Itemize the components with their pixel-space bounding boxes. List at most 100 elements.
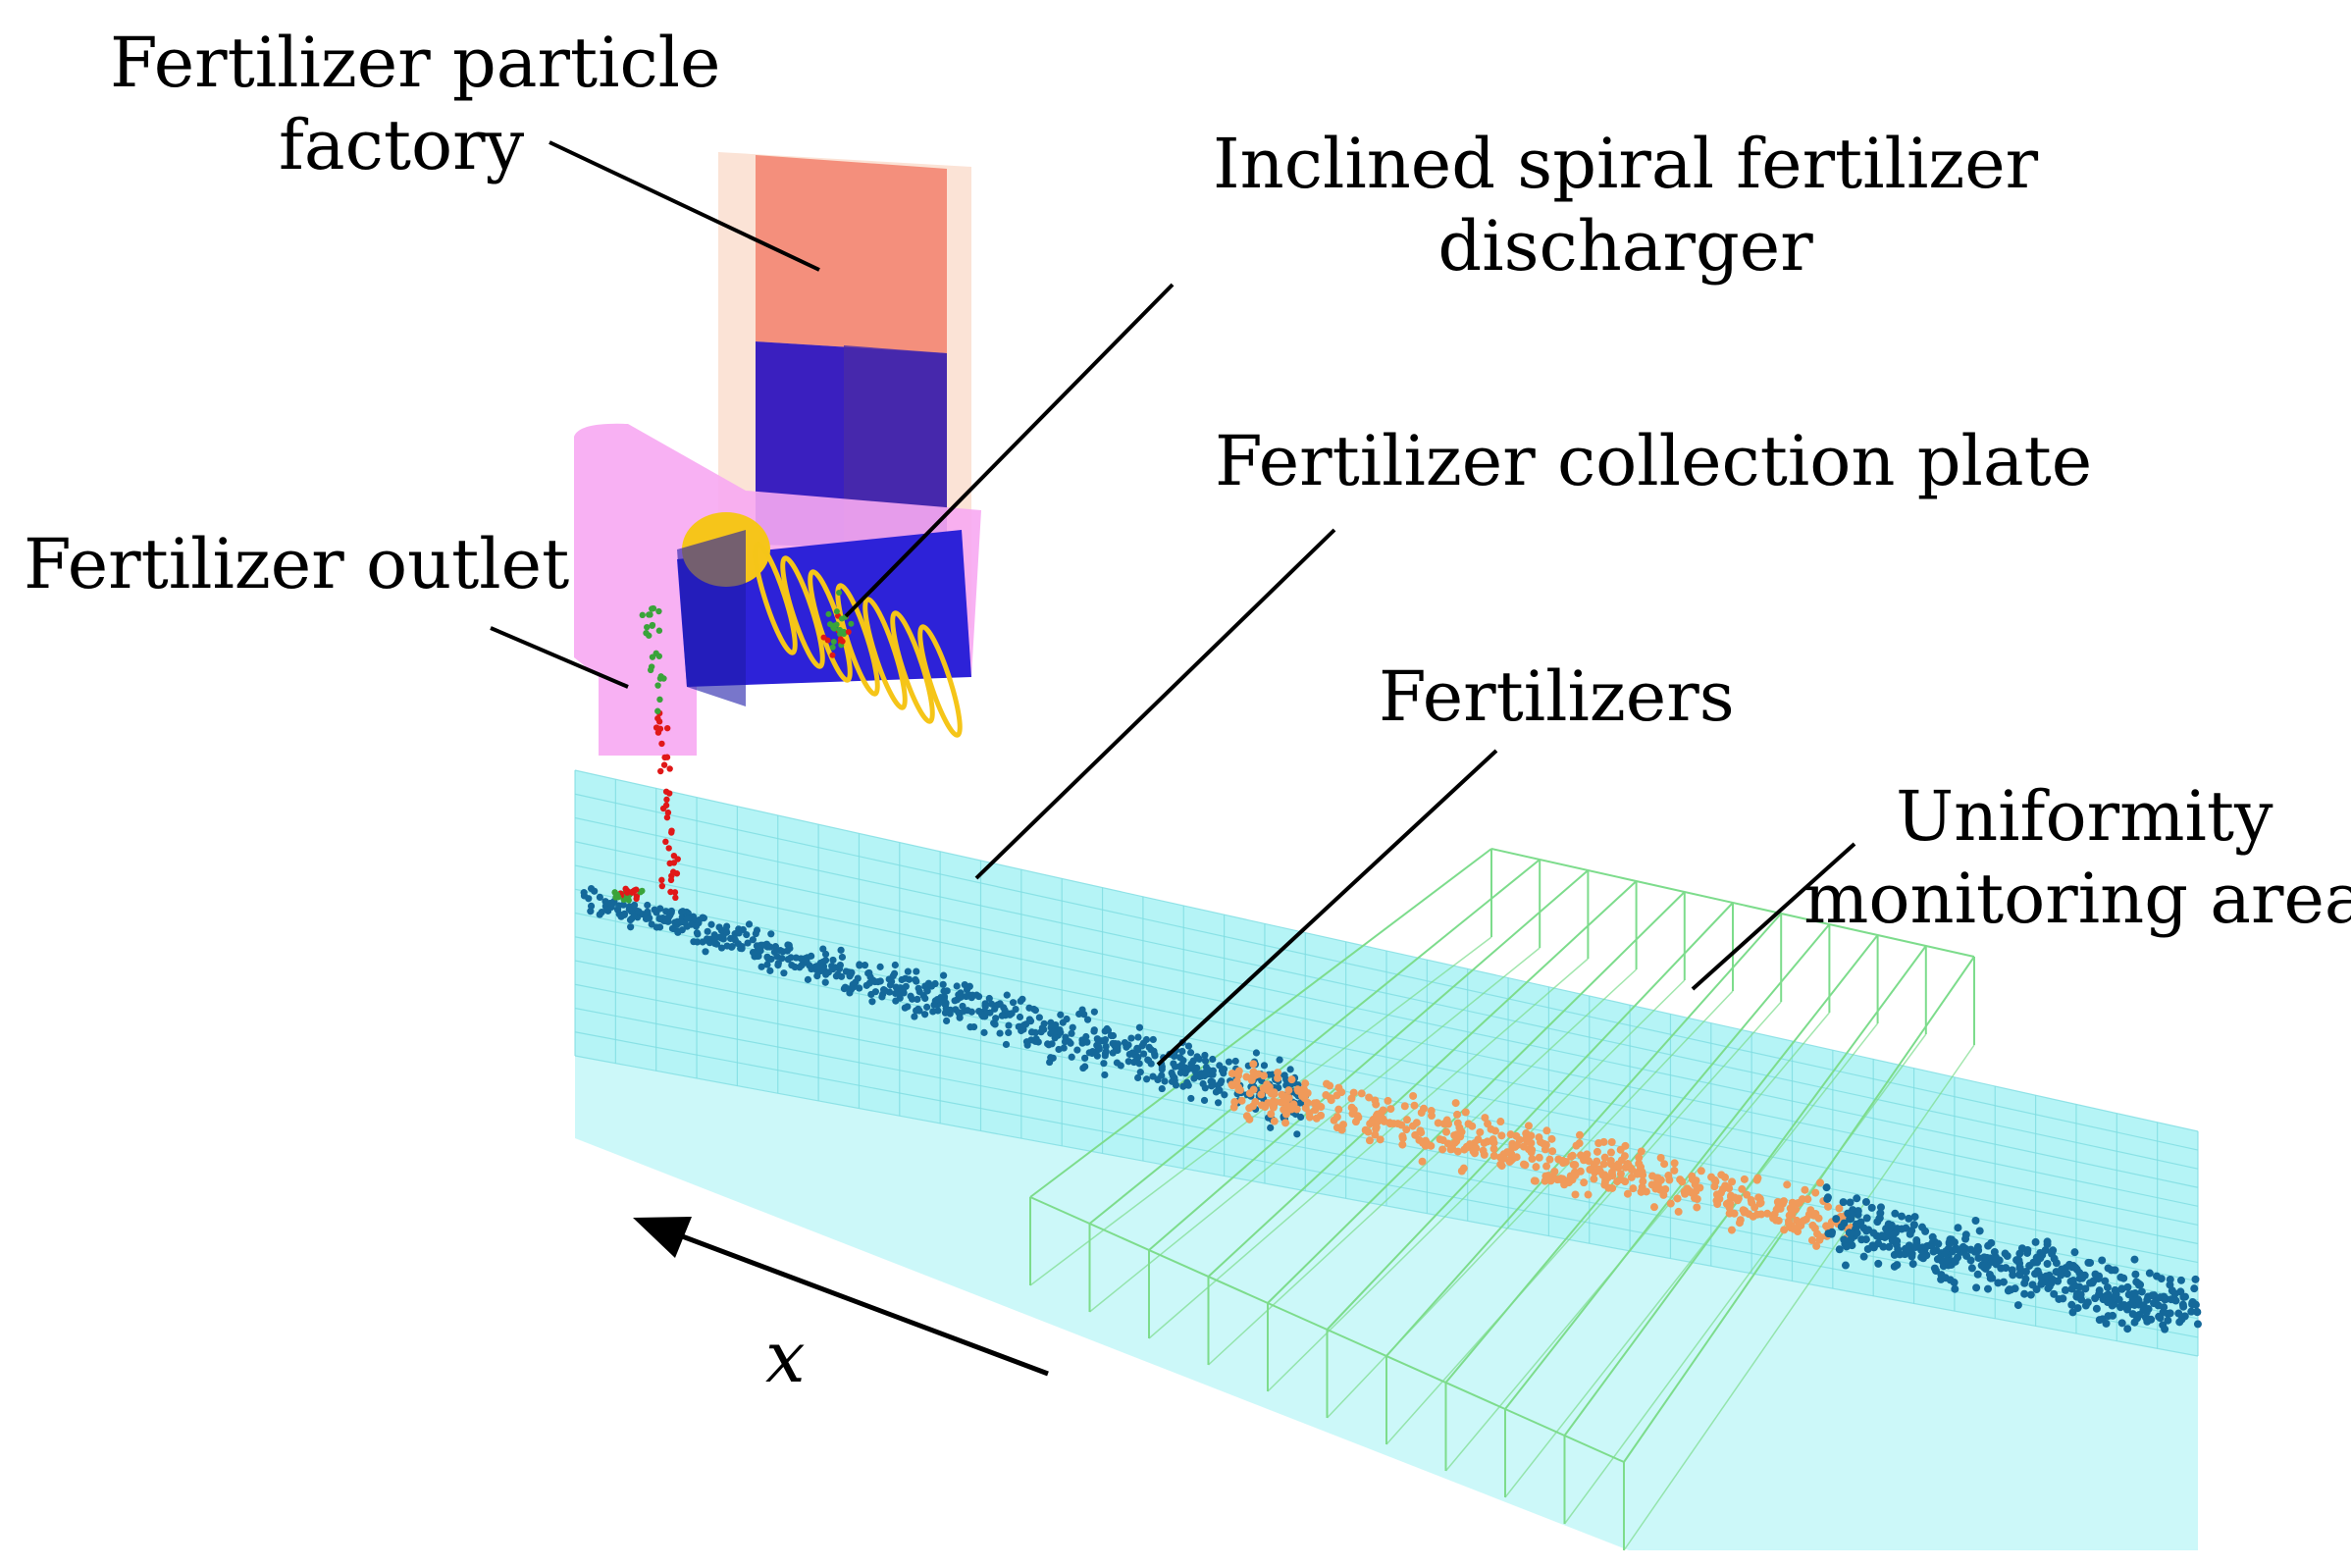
fertilizer-particle-orange — [1339, 1121, 1348, 1129]
fertilizer-particle-blue — [1853, 1228, 1861, 1237]
fertilizer-particle-orange — [1812, 1241, 1821, 1250]
fertilizer-particle-blue — [1005, 1028, 1013, 1037]
fertilizer-particle-blue — [923, 1003, 931, 1011]
fertilizer-particle-blue — [783, 947, 792, 955]
fertilizer-particle-blue — [1951, 1284, 1959, 1293]
x-direction-arrow — [633, 1217, 1049, 1377]
fertilizer-particle-orange — [1490, 1126, 1499, 1135]
leader-monitoring-area — [1691, 842, 1856, 991]
fertilizer-particle-blue — [892, 997, 900, 1005]
fertilizer-particle-blue — [642, 915, 651, 923]
grid-line — [574, 816, 2199, 1170]
fertilizer-particle-blue — [1276, 1056, 1283, 1064]
fertilizer-particle-orange — [1799, 1217, 1807, 1226]
fertilizer-particle-blue — [585, 895, 593, 903]
fertilizer-particle-orange — [1628, 1166, 1637, 1175]
fertilizer-particle-blue — [1861, 1197, 1870, 1206]
fertilizer-particle-blue — [655, 915, 663, 922]
fertilizer-particle-orange — [1535, 1153, 1543, 1162]
fertilizer-particle-blue — [798, 962, 806, 969]
screw-particle — [824, 637, 831, 644]
fertilizer-particle-blue — [1857, 1235, 1866, 1244]
fertilizer-particle-blue — [1852, 1220, 1860, 1228]
fertilizer-particle-blue — [1822, 1183, 1831, 1192]
fertilizer-particle-blue — [1906, 1229, 1914, 1238]
fertilizer-particle-blue — [892, 983, 900, 991]
falling-particle — [646, 632, 653, 639]
fertilizer-particle-orange — [1385, 1120, 1394, 1128]
fertilizer-particle-orange — [1317, 1111, 1326, 1120]
falling-particle — [668, 829, 675, 836]
fertilizer-particle-orange — [1756, 1198, 1765, 1207]
fertilizer-particle-orange — [1600, 1180, 1609, 1189]
fertilizer-particle-blue — [1832, 1215, 1841, 1224]
fertilizer-particle-orange — [1280, 1105, 1288, 1114]
fertilizer-particle-orange — [1660, 1160, 1669, 1169]
fertilizer-particle-blue — [2190, 1284, 2199, 1293]
fertilizer-particle-blue — [1069, 1023, 1076, 1031]
fertilizer-particle-blue — [939, 980, 947, 988]
fertilizer-particle-blue — [1124, 1058, 1132, 1066]
fertilizer-particle-blue — [923, 987, 931, 995]
fertilizer-particle-orange — [1784, 1217, 1793, 1226]
fertilizer-particle-orange — [1542, 1126, 1551, 1135]
fertilizer-particle-blue — [871, 977, 879, 986]
falling-particle — [661, 754, 668, 761]
fertilizer-particle-orange — [1717, 1171, 1726, 1179]
fertilizer-particle-orange — [1371, 1130, 1380, 1139]
fertilizer-particle-orange — [1453, 1110, 1462, 1119]
fertilizer-particle-blue — [1862, 1214, 1871, 1223]
fertilizer-particle-blue — [1912, 1236, 1921, 1245]
fertilizer-particle-orange — [1249, 1060, 1258, 1069]
grid-line — [574, 888, 2199, 1227]
fertilizer-particle-blue — [939, 971, 948, 979]
fertilizer-particle-blue — [812, 963, 820, 970]
fertilizer-particle-blue — [1891, 1209, 1900, 1218]
monitor-edge — [1504, 934, 1879, 1410]
fertilizer-particle-orange — [1301, 1079, 1310, 1088]
fertilizer-particle-orange — [1673, 1194, 1682, 1203]
fertilizer-particle-orange — [1803, 1195, 1812, 1204]
fertilizer-particle-blue — [1083, 1038, 1091, 1046]
fertilizer-particle-blue — [1005, 1010, 1013, 1018]
fertilizer-particle-blue — [2023, 1245, 2032, 1254]
fertilizer-particle-blue — [876, 963, 884, 970]
fertilizer-particle-blue — [587, 884, 596, 893]
fertilizer-particle-orange — [1542, 1162, 1551, 1171]
fertilizer-particle-blue — [2066, 1278, 2075, 1286]
fertilizer-particle-orange — [1532, 1163, 1541, 1172]
fertilizer-particle-blue — [2049, 1246, 2058, 1255]
fertilizer-particle-blue — [1282, 1075, 1290, 1083]
fertilizer-particle-blue — [1225, 1058, 1233, 1066]
fertilizer-particle-blue — [2038, 1250, 2047, 1259]
fertilizer-particle-orange — [1332, 1113, 1341, 1122]
fertilizer-particle-orange — [1377, 1109, 1385, 1118]
screw-particle — [829, 644, 836, 651]
fertilizer-particle-blue — [1136, 1069, 1144, 1076]
plate-front-face — [575, 1056, 2198, 1550]
fertilizer-particle-blue — [868, 998, 876, 1006]
fertilizer-particle-blue — [744, 939, 752, 947]
monitor-edge — [1504, 1022, 1879, 1498]
fertilizer-particle-blue — [770, 948, 779, 956]
fertilizer-particle-blue — [2015, 1271, 2024, 1280]
falling-particle — [650, 604, 657, 612]
fertilizer-particle-blue — [717, 944, 726, 952]
falling-particle — [671, 889, 679, 896]
fertilizer-particle-blue — [1161, 1077, 1169, 1085]
fertilizer-particle-blue — [992, 1015, 1000, 1022]
fertilizer-particle-blue — [596, 893, 603, 901]
fertilizer-particle-orange — [1635, 1159, 1644, 1168]
fertilizer-particle-orange — [1635, 1153, 1644, 1162]
fertilizer-particle-orange — [1621, 1141, 1630, 1150]
fertilizer-particle-blue — [1073, 1046, 1081, 1054]
monitor-edge — [1563, 1033, 1927, 1525]
screw-particle — [833, 608, 840, 615]
fertilizer-particle-orange — [1412, 1119, 1421, 1127]
fertilizer-particle-orange — [1274, 1073, 1282, 1082]
fertilizer-particle-orange — [1656, 1153, 1665, 1162]
fertilizer-particle-orange — [1613, 1177, 1622, 1186]
fertilizer-particle-blue — [2147, 1315, 2156, 1324]
fertilizer-particle-blue — [1045, 1041, 1053, 1049]
